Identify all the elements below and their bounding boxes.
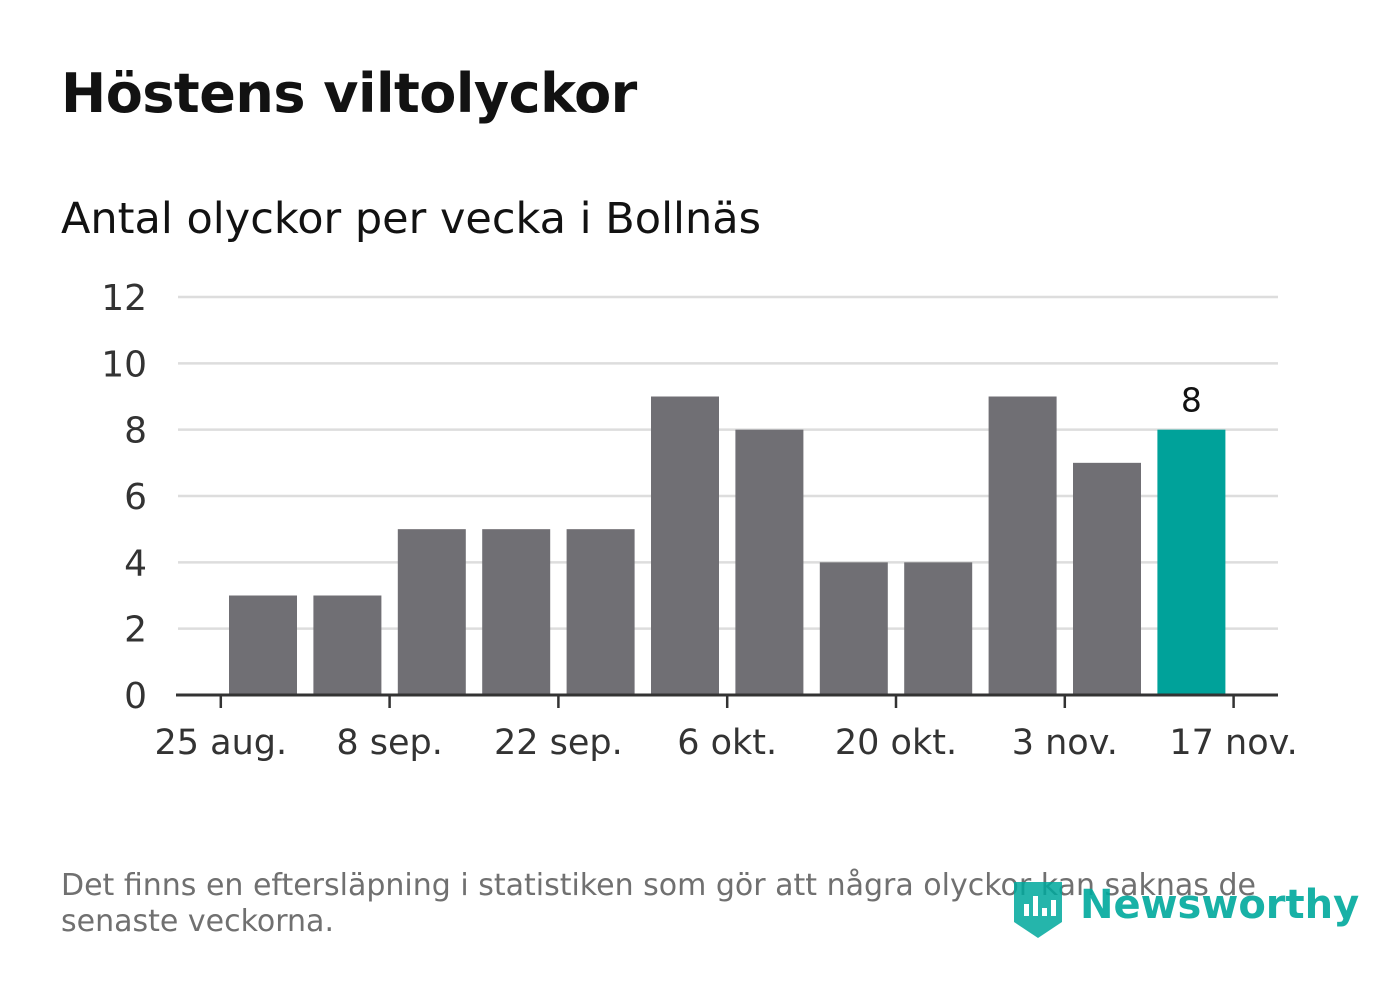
x-tick-label: 6 okt. — [677, 723, 777, 763]
bar — [735, 429, 804, 695]
bar — [229, 595, 297, 695]
bar — [988, 396, 1057, 695]
x-tick-label: 17 nov. — [1169, 723, 1297, 763]
data-label: 8 — [1181, 381, 1202, 420]
newsworthy-logo-text: Newsworthy — [1080, 882, 1360, 928]
newsworthy-logo-icon — [1014, 882, 1062, 938]
bar — [566, 529, 635, 695]
bar — [482, 529, 551, 695]
y-tick-label: 10 — [101, 344, 147, 385]
y-tick-label: 8 — [124, 411, 147, 452]
newsworthy-logo: Newsworthy — [1010, 876, 1359, 946]
bar — [1157, 429, 1226, 695]
y-tick-label: 2 — [124, 610, 147, 651]
bar — [651, 396, 719, 695]
y-tick-label: 0 — [124, 676, 147, 717]
y-tick-label: 12 — [101, 278, 147, 319]
bar — [397, 529, 466, 695]
bar — [904, 562, 973, 695]
x-tick-label: 22 sep. — [494, 723, 623, 763]
x-tick-label: 3 nov. — [1012, 723, 1118, 763]
chart-title: Höstens viltolyckor — [61, 62, 637, 125]
bar — [313, 595, 382, 695]
chart-subtitle: Antal olyckor per vecka i Bollnäs — [61, 194, 761, 244]
x-tick-label: 8 sep. — [336, 723, 443, 763]
bar — [1073, 462, 1141, 695]
x-tick-label: 25 aug. — [154, 723, 287, 763]
y-tick-label: 4 — [124, 543, 147, 584]
x-tick-label: 20 okt. — [835, 723, 957, 763]
y-tick-label: 6 — [124, 477, 147, 518]
bar-chart: 0 2 4 6 8 10 12 8 25 aug. 8 sep. 22 sep. 6 okt. 20 o… — [101, 278, 1298, 763]
bar — [819, 562, 888, 695]
